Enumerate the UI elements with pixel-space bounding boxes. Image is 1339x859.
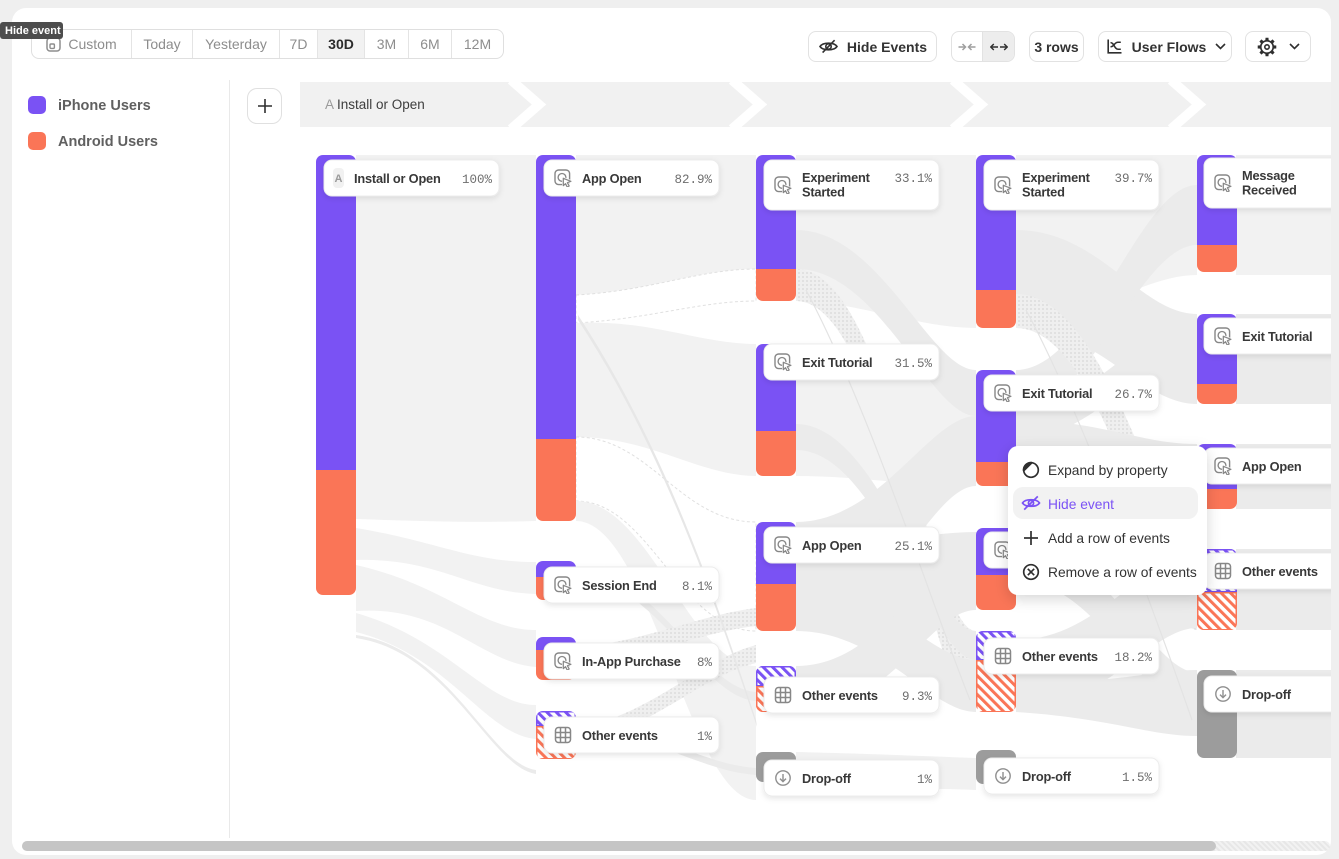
svg-text:Started: Started	[1022, 185, 1065, 200]
svg-text:39.7%: 39.7%	[1114, 172, 1152, 186]
svg-text:33.1%: 33.1%	[894, 172, 932, 186]
svg-text:In-App Purchase: In-App Purchase	[582, 654, 681, 669]
svg-text:Other events: Other events	[802, 688, 878, 703]
svg-text:Other events: Other events	[582, 728, 658, 743]
svg-text:Experiment: Experiment	[802, 170, 871, 185]
svg-text:25.1%: 25.1%	[894, 540, 932, 554]
svg-text:Exit Tutorial: Exit Tutorial	[1022, 386, 1092, 401]
svg-text:82.9%: 82.9%	[674, 173, 712, 187]
svg-text:8%: 8%	[697, 656, 713, 670]
svg-text:App Open: App Open	[582, 171, 642, 186]
svg-text:Message: Message	[1242, 168, 1295, 183]
svg-text:31.5%: 31.5%	[894, 357, 932, 371]
svg-text:A: A	[335, 173, 343, 185]
svg-text:Drop-off: Drop-off	[1022, 769, 1072, 784]
svg-text:Install or Open: Install or Open	[354, 171, 441, 186]
svg-text:18.2%: 18.2%	[1114, 651, 1152, 665]
svg-text:100%: 100%	[462, 173, 493, 187]
svg-text:Hide event: Hide event	[1048, 497, 1114, 512]
svg-text:Add a row of events: Add a row of events	[1048, 531, 1170, 546]
svg-text:1.5%: 1.5%	[1122, 771, 1153, 785]
svg-text:Other events: Other events	[1242, 564, 1318, 579]
svg-text:Exit Tutorial: Exit Tutorial	[1242, 329, 1312, 344]
svg-text:26.7%: 26.7%	[1114, 388, 1152, 402]
svg-text:App Open: App Open	[1242, 459, 1302, 474]
svg-text:1%: 1%	[917, 773, 933, 787]
svg-text:Experiment: Experiment	[1022, 170, 1091, 185]
svg-text:Other events: Other events	[1022, 649, 1098, 664]
svg-text:Exit Tutorial: Exit Tutorial	[802, 355, 872, 370]
svg-text:8.1%: 8.1%	[682, 580, 713, 594]
svg-text:Drop-off: Drop-off	[1242, 687, 1292, 702]
svg-text:1%: 1%	[697, 730, 713, 744]
svg-text:Drop-off: Drop-off	[802, 771, 852, 786]
svg-text:A: A	[325, 97, 334, 112]
svg-text:Received: Received	[1242, 183, 1297, 198]
svg-text:Install or Open: Install or Open	[337, 97, 425, 112]
svg-text:Expand by property: Expand by property	[1048, 463, 1168, 478]
svg-text:9.3%: 9.3%	[902, 690, 933, 704]
svg-text:Remove a row of events: Remove a row of events	[1048, 565, 1197, 580]
svg-text:Session End: Session End	[582, 578, 657, 593]
svg-text:Started: Started	[802, 185, 845, 200]
svg-text:App Open: App Open	[802, 538, 862, 553]
